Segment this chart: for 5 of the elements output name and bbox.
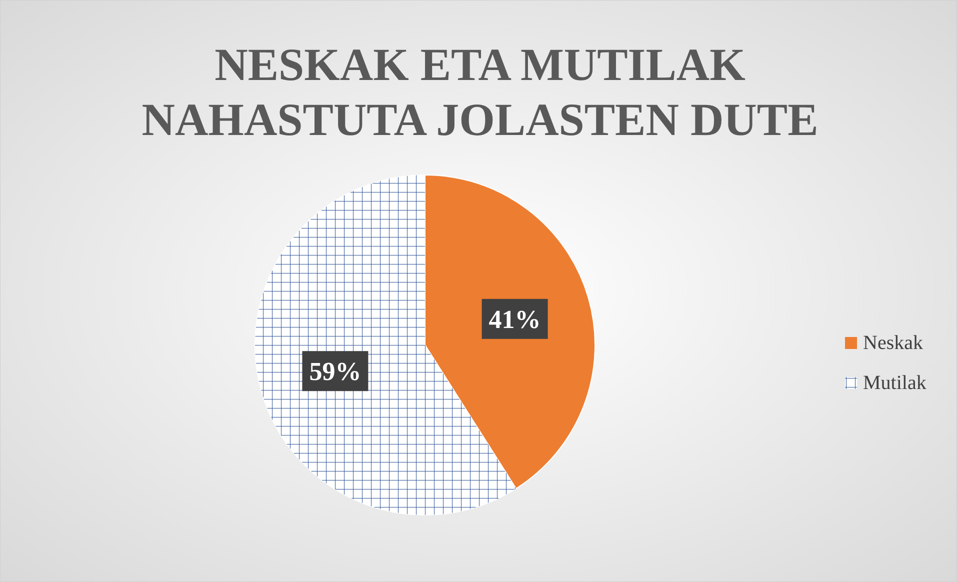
chart-title: NESKAK ETA MUTILAK NAHASTUTA JOLASTEN DUTE — [142, 39, 818, 145]
data-label: 41% — [488, 304, 541, 334]
legend-label: Neskak — [863, 332, 923, 354]
legend-label: Mutilak — [863, 372, 926, 394]
data-label: 59% — [309, 357, 362, 386]
